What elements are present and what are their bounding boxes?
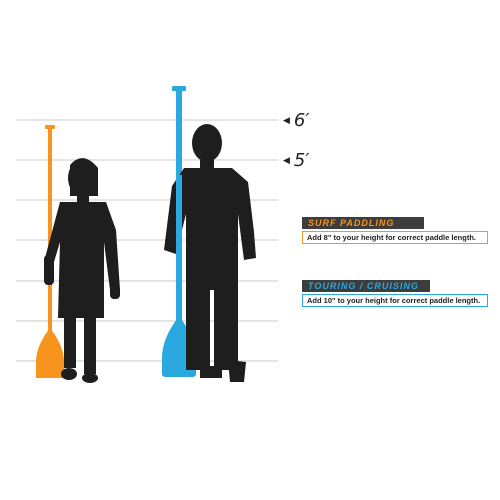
pointer-left-icon: ◀ [283,115,290,126]
man-silhouette [164,124,256,382]
woman-silhouette [44,158,120,383]
surf-paddling-guide: SURF PADDLING Add 8" to your height for … [302,217,488,244]
touring-paddle-shaft-front [176,175,182,283]
height-label-6ft: 6′ [293,110,310,131]
pointer-left-icon: ◀ [283,155,290,166]
height-label-5ft: 5′ [293,150,310,171]
surf-paddling-title: SURF PADDLING [302,217,424,229]
height-marker-6ft: ◀ 6′ [283,110,309,131]
surf-paddle [36,125,64,378]
touring-cruising-title: TOURING / CRUISING [302,280,430,292]
touring-cruising-text: Add 10" to your height for correct paddl… [302,294,488,307]
surf-paddling-text: Add 8" to your height for correct paddle… [302,231,488,244]
touring-cruising-guide: TOURING / CRUISING Add 10" to your heigh… [302,280,488,307]
height-marker-5ft: ◀ 5′ [283,150,309,171]
